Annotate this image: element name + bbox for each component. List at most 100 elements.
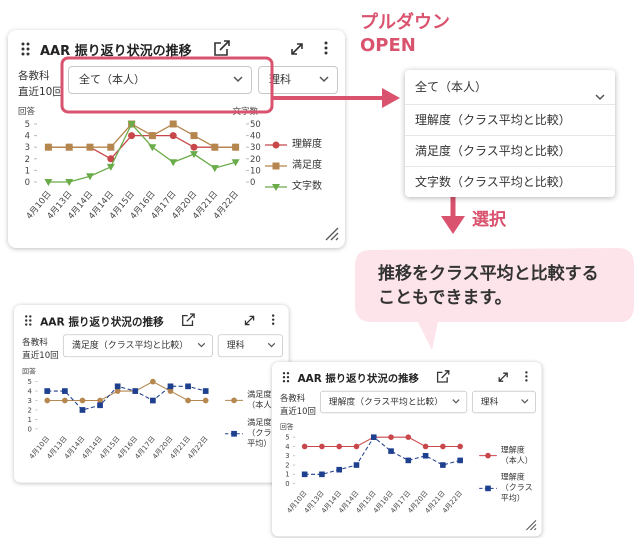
y2-tick-label: 20 <box>250 155 261 165</box>
widget-chart: 回答0123454月10日4月13日4月14日4月14日4月15日4月16日4月… <box>22 313 284 477</box>
point <box>405 434 412 440</box>
point <box>272 141 280 148</box>
point <box>231 397 237 404</box>
point <box>106 163 115 171</box>
point <box>457 443 463 450</box>
y-axis-label: 回答 <box>280 422 294 431</box>
drag-handle <box>286 380 290 383</box>
period-label: 直近10回 <box>280 406 316 417</box>
point <box>405 457 412 464</box>
y-tick-label: 1 <box>285 471 289 479</box>
subject-label: 各教科 <box>18 70 50 82</box>
y-axis-label: 回答 <box>18 106 36 117</box>
series-line <box>47 381 206 402</box>
drag-handle <box>286 372 290 375</box>
menu-item-text: 全て（本人） <box>415 80 488 94</box>
menu-icon <box>271 318 275 321</box>
period-select[interactable]: 全て（本人） <box>68 66 252 94</box>
point <box>97 397 103 404</box>
point <box>169 132 177 140</box>
menu-item[interactable]: 理解度（クラス平均と比較） <box>405 105 615 136</box>
point <box>167 388 174 394</box>
expand-icon <box>244 315 255 326</box>
chevron-box <box>595 80 605 114</box>
subject-select[interactable]: 理科 <box>217 334 283 358</box>
period-label: 直近10回 <box>18 86 63 98</box>
menu-item[interactable]: 全て（本人） <box>405 70 615 105</box>
legend-item: 理解度（本人） <box>478 445 540 466</box>
point <box>150 397 156 404</box>
external-link-icon <box>436 370 450 383</box>
drag-handle <box>282 380 286 383</box>
point <box>86 143 94 151</box>
period-select[interactable]: 満足度（クラス平均と比較） <box>62 334 213 358</box>
menu-item[interactable]: 文字数（クラス平均と比較） <box>405 167 615 197</box>
menu-item-text: 満足度（クラス平均と比較） <box>415 144 571 158</box>
point <box>370 434 377 440</box>
point <box>231 430 237 437</box>
point <box>272 162 280 169</box>
point <box>62 388 68 394</box>
legend-item: 理解度 <box>264 138 342 151</box>
menu-item-text: 文字数（クラス平均と比較） <box>415 175 571 189</box>
chevron-path <box>595 94 605 101</box>
point <box>485 485 491 491</box>
drag-handle <box>29 319 32 322</box>
point <box>202 397 209 404</box>
point <box>485 452 491 459</box>
menu-icon <box>525 379 528 382</box>
select-text: 理解度（クラス平均と比較） <box>328 396 444 407</box>
menu-item[interactable]: 満足度（クラス平均と比較） <box>405 136 615 167</box>
y2-axis-label: 文字数 <box>232 106 258 117</box>
period-label: 直近10回 <box>22 350 59 361</box>
point <box>231 159 240 167</box>
y2-tick-label: 30 <box>250 143 261 153</box>
point <box>127 121 136 128</box>
drag-handle <box>282 376 286 379</box>
subject-select[interactable]: 理科 <box>472 390 536 414</box>
resize-corner <box>526 520 537 531</box>
point <box>44 179 53 186</box>
legend-label: 理解度 <box>292 139 322 150</box>
y2-tick-label: 0 <box>250 178 255 188</box>
expand-icon <box>498 372 508 382</box>
drag-handle <box>29 323 32 326</box>
select-text: 満足度（クラス平均と比較） <box>71 340 189 351</box>
y-tick-label: 1 <box>28 416 32 424</box>
legend-label: 理解度（本人） <box>500 446 533 466</box>
point <box>190 132 198 140</box>
point <box>353 462 360 468</box>
chevron <box>197 342 206 348</box>
point <box>210 165 219 173</box>
drag-handle <box>25 323 28 326</box>
y-tick-label: 0 <box>28 425 32 433</box>
legend: 理解度（本人） 理解度（クラス平均） <box>478 445 540 510</box>
chevron-path <box>267 342 276 348</box>
series-line <box>48 122 236 183</box>
subject-select[interactable]: 理科 <box>258 66 338 94</box>
legend-item: 満足度（クラス平均） <box>224 417 288 449</box>
drag-handle <box>282 372 286 375</box>
widget-chart: 回答0123454月10日4月13日4月14日4月14日4月15日4月16日4月… <box>280 370 537 531</box>
menu-item-text: 理解度（クラス平均と比較） <box>415 113 571 127</box>
legend-label: 満足度（本人） <box>247 390 280 411</box>
point <box>62 397 68 404</box>
y-tick-label: 4 <box>285 443 289 451</box>
legend-marker <box>225 397 244 404</box>
period-select[interactable]: 理解度（クラス平均と比較） <box>320 390 468 414</box>
widget-title: AAR 振り返り状況の推移 <box>297 373 419 386</box>
y-tick-label: 2 <box>28 406 32 414</box>
legend-label: 文字数 <box>292 181 322 192</box>
subject-label: 各教科 <box>22 337 48 348</box>
y-tick-label: 3 <box>25 143 30 153</box>
point <box>422 452 429 459</box>
annotation: プルダウン <box>360 12 450 33</box>
external-link-icon <box>182 313 195 327</box>
drag-handle <box>25 315 28 318</box>
legend-label: 理解度（クラス平均） <box>500 473 533 503</box>
series-line <box>48 123 236 148</box>
legend-item: 満足度 <box>264 159 342 172</box>
legend-item: 満足度（本人） <box>224 390 288 411</box>
point <box>353 443 360 450</box>
y2-tick-label: 40 <box>250 132 261 142</box>
